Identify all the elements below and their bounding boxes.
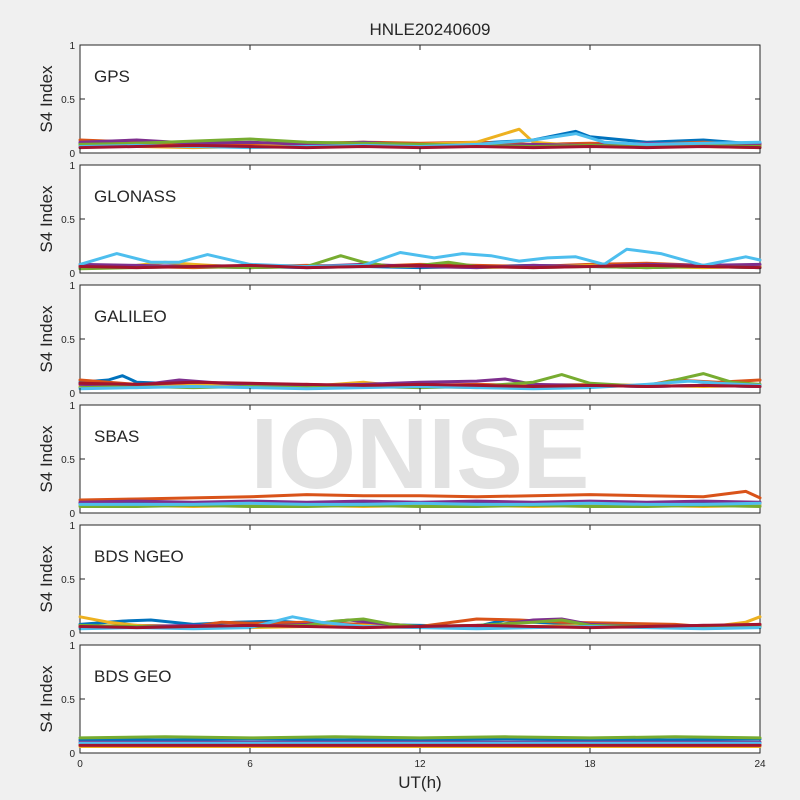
plot-area [79,44,761,154]
y-tick-label: 0.5 [61,695,75,706]
y-tick-label: 0 [69,269,75,280]
y-tick-label: 0 [69,509,75,520]
data-series-7 [78,380,762,388]
x-tick-label: 0 [77,759,83,770]
panel-label: SBAS [94,427,139,446]
figure-title: HNLE20240609 [370,20,491,39]
watermark-text: IONISE [251,398,590,510]
panel-bds-geo: 0 0.5 1 0 6 12 18 24 BDS GEO S4 Index [37,641,766,770]
y-tick-label: 0.5 [61,575,75,586]
y-tick-label: 0 [69,749,75,760]
y-tick-label: 1 [69,401,75,412]
panel-bds-ngeo: 0 0.5 1 BDS NGEO S4 Index [37,521,762,640]
y-axis-label: S4 Index [37,425,56,493]
panel-galileo: 0 0.5 1 GALILEO S4 Index [37,281,762,400]
data-series-7 [78,263,762,270]
y-axis-label: S4 Index [37,185,56,253]
data-series-6 [78,501,762,506]
y-tick-label: 0.5 [61,95,75,106]
x-tick-label: 6 [247,759,253,770]
y-tick-label: 1 [69,161,75,172]
panel-label: GPS [94,67,130,86]
plot-area [79,524,761,634]
panel-label: GLONASS [94,187,176,206]
x-tick-label: 18 [584,759,596,770]
y-axis-label: S4 Index [37,305,56,373]
data-series-2 [78,489,762,502]
y-axis-label: S4 Index [37,545,56,613]
plot-area [79,284,761,394]
panel-label: BDS NGEO [94,547,184,566]
x-tick-label: 12 [414,759,426,770]
y-tick-label: 0.5 [61,335,75,346]
y-tick-label: 0 [69,389,75,400]
panel-sbas: 0 0.5 1 SBAS S4 Index [37,401,762,520]
y-tick-label: 1 [69,41,75,52]
data-series-1 [78,737,762,742]
data-series-6 [78,379,762,391]
x-axis-label: UT(h) [398,773,441,792]
y-tick-label: 1 [69,521,75,532]
y-tick-label: 1 [69,281,75,292]
panels-group: 0 0.5 1 GPS S4 Index 0 0.5 1 GLONASS S4 Index 0 0.5… [37,41,766,770]
x-tick-label: 24 [754,759,766,770]
y-tick-label: 1 [69,641,75,652]
y-tick-label: 0.5 [61,215,75,226]
y-axis-label: S4 Index [37,65,56,133]
panel-glonass: 0 0.5 1 GLONASS S4 Index [37,161,762,280]
y-tick-label: 0 [69,149,75,160]
data-series-7 [78,143,762,150]
y-tick-label: 0 [69,629,75,640]
y-axis-label: S4 Index [37,665,56,733]
data-series-5 [78,735,762,740]
panel-label: GALILEO [94,307,167,326]
data-series-6 [78,247,762,268]
y-tick-label: 0.5 [61,455,75,466]
panel-gps: 0 0.5 1 GPS S4 Index [37,41,762,160]
panel-label: BDS GEO [94,667,171,686]
data-series-7 [78,622,762,630]
